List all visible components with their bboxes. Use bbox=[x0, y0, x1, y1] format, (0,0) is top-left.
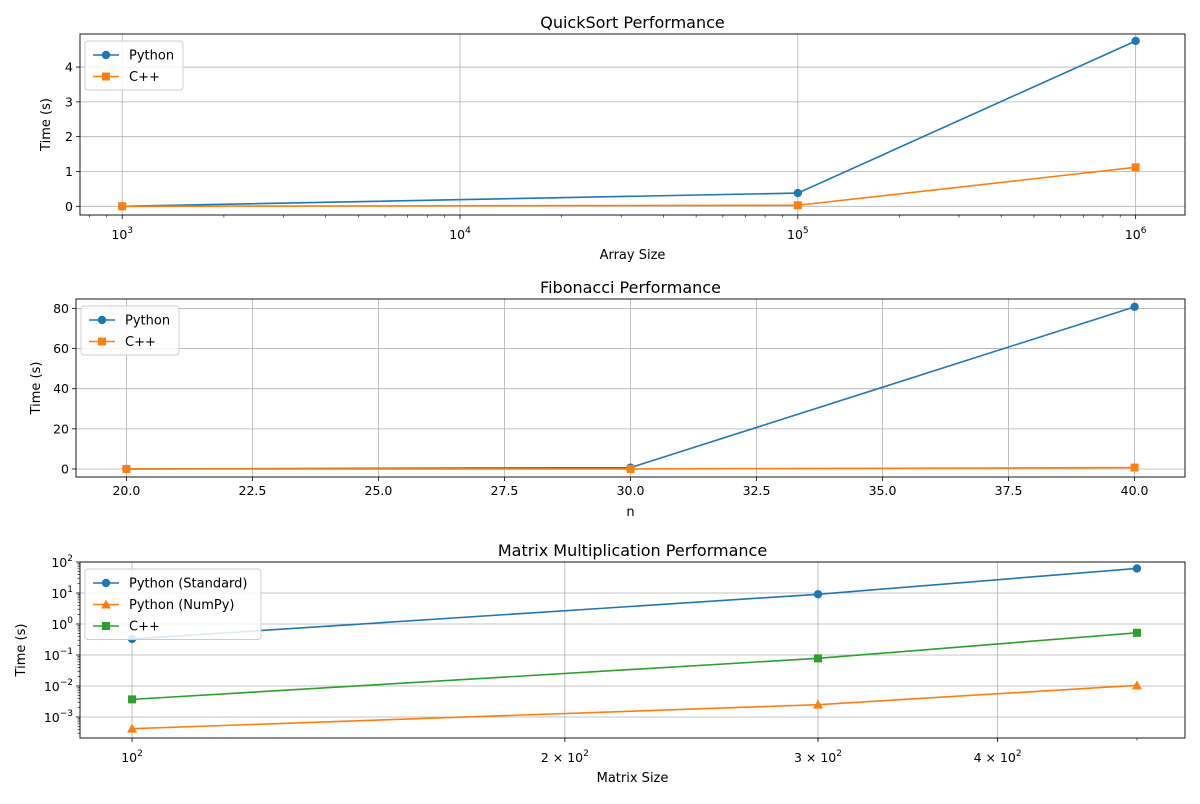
tick-label: 102 bbox=[121, 749, 143, 765]
data-point bbox=[1131, 163, 1140, 172]
chart-panel-3: 102 2 × 102 3 × 102 4 × 102 10−3 10−2 10−1 100 1… bbox=[14, 541, 1186, 786]
y-tick-label: 2 bbox=[65, 129, 73, 144]
data-point bbox=[1130, 302, 1139, 312]
legend-label: Python bbox=[125, 314, 170, 329]
tick-label: 10−2 bbox=[44, 678, 73, 694]
series-line-2 bbox=[132, 684, 1137, 730]
y-axis-label: Time (s) bbox=[14, 624, 29, 678]
legend-marker bbox=[97, 315, 107, 325]
chart-title: Matrix Multiplication Performance bbox=[498, 541, 767, 560]
series-line-3 bbox=[132, 632, 1138, 701]
legend-label: Python (Standard) bbox=[129, 577, 247, 592]
legend-marker bbox=[102, 72, 110, 81]
y-axis-label: Time (s) bbox=[39, 98, 54, 152]
tick-label: 2 × 102 bbox=[541, 749, 589, 765]
y-tick-label: 40 bbox=[53, 381, 69, 396]
data-point bbox=[1130, 463, 1139, 472]
y-tick-label: 0 bbox=[65, 199, 73, 214]
chart-panel-2: 20.0 22.5 25.0 27.5 30.0 32.5 35.0 37.5 40.0 0 20 4… bbox=[29, 278, 1186, 520]
data-point bbox=[122, 464, 131, 473]
data-point bbox=[793, 188, 803, 198]
data-point bbox=[813, 699, 824, 709]
y-tick-label: 3 bbox=[65, 94, 73, 109]
tick-label: 102 bbox=[51, 554, 73, 570]
legend-marker bbox=[102, 622, 110, 630]
x-tick-label: 22.5 bbox=[239, 483, 267, 498]
legend: Python (Standard) Python (NumPy) C++ bbox=[84, 568, 262, 640]
axes-frame bbox=[75, 298, 1186, 478]
data-point bbox=[626, 464, 635, 473]
chart-panel-1: 103 104 105 106 0 1 2 3 4 QuickSort Performance Ar… bbox=[39, 13, 1186, 263]
x-tick-label: 20.0 bbox=[112, 483, 140, 498]
x-tick-label: 37.5 bbox=[995, 483, 1023, 498]
x-tick-label: 25.0 bbox=[365, 483, 393, 498]
axes-frame bbox=[79, 33, 1186, 216]
tick-label: 3 × 102 bbox=[794, 749, 842, 765]
data-point bbox=[814, 654, 823, 663]
tick-label: 103 bbox=[111, 226, 133, 242]
x-tick-label: 35.0 bbox=[869, 483, 897, 498]
series-line-1 bbox=[122, 40, 1136, 208]
tick-label: 105 bbox=[787, 226, 809, 242]
tick-label: 101 bbox=[51, 585, 73, 601]
chart-title: QuickSort Performance bbox=[540, 13, 725, 32]
legend-marker bbox=[101, 599, 111, 609]
data-point bbox=[1132, 628, 1141, 637]
x-axis-label: Matrix Size bbox=[597, 771, 669, 786]
series-line-2 bbox=[122, 166, 1136, 208]
data-point bbox=[793, 201, 802, 210]
legend-label: C++ bbox=[129, 70, 160, 85]
data-point bbox=[127, 723, 138, 733]
legend-label: C++ bbox=[125, 335, 156, 350]
y-tick-label: 4 bbox=[65, 60, 73, 75]
y-tick-label: 20 bbox=[53, 421, 69, 436]
data-point bbox=[118, 202, 127, 211]
data-point bbox=[128, 695, 137, 704]
axes-frame bbox=[79, 561, 1186, 739]
y-tick-label: 60 bbox=[53, 341, 69, 356]
tick-label: 10−3 bbox=[44, 709, 73, 725]
y-tick-label: 80 bbox=[53, 301, 69, 316]
chart-title: Fibonacci Performance bbox=[540, 278, 721, 297]
legend-marker bbox=[98, 337, 106, 346]
legend: Python C++ bbox=[80, 305, 180, 356]
legend-marker bbox=[101, 50, 111, 60]
tick-label: 104 bbox=[449, 226, 471, 242]
legend-label: C++ bbox=[129, 620, 160, 635]
data-point bbox=[1132, 564, 1142, 573]
x-tick-label: 30.0 bbox=[617, 483, 645, 498]
x-axis-label: n bbox=[626, 505, 634, 520]
x-tick-label: 40.0 bbox=[1121, 483, 1149, 498]
y-axis-label: Time (s) bbox=[29, 362, 44, 416]
legend: Python C++ bbox=[84, 40, 184, 91]
tick-label: 4 × 102 bbox=[974, 749, 1022, 765]
tick-label: 10−1 bbox=[44, 647, 73, 663]
y-tick-label: 1 bbox=[65, 164, 73, 179]
tick-label: 106 bbox=[1125, 226, 1147, 242]
x-axis-label: Array Size bbox=[600, 248, 666, 263]
legend-box bbox=[84, 568, 262, 640]
series-line-1 bbox=[132, 567, 1138, 640]
data-point bbox=[1131, 36, 1140, 46]
x-tick-label: 32.5 bbox=[743, 483, 771, 498]
legend-label: Python bbox=[129, 49, 174, 64]
legend-marker bbox=[101, 578, 111, 588]
data-point bbox=[813, 590, 823, 599]
data-point bbox=[1131, 680, 1142, 690]
x-tick-label: 27.5 bbox=[491, 483, 519, 498]
tick-label: 100 bbox=[51, 616, 73, 632]
legend-label: Python (NumPy) bbox=[129, 598, 235, 613]
y-tick-label: 0 bbox=[61, 461, 69, 476]
